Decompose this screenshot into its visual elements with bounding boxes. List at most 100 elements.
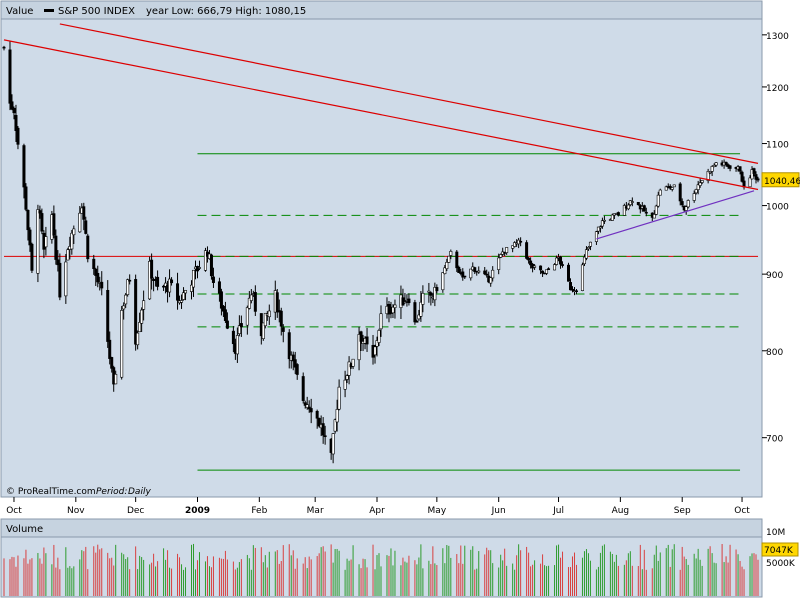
candle-body	[652, 214, 656, 219]
candle-body	[249, 294, 253, 301]
candle-body	[529, 260, 533, 266]
candle-body	[315, 410, 319, 419]
candle-body	[54, 235, 58, 260]
candle-body	[106, 289, 110, 342]
candle-body	[477, 270, 481, 273]
candle-body	[489, 277, 493, 284]
candle-body	[203, 250, 207, 271]
candle-body	[209, 254, 213, 277]
candle-body	[40, 213, 44, 232]
candle-body	[100, 281, 104, 289]
candle-body	[435, 287, 439, 292]
candle-body	[148, 261, 152, 300]
candle-body	[644, 211, 648, 214]
candle-body	[545, 269, 549, 274]
candle-body	[12, 108, 16, 114]
candle-body	[403, 301, 407, 303]
candle-body	[658, 189, 662, 196]
candle-body	[511, 245, 515, 249]
series-swatch-icon	[44, 9, 54, 12]
candle-body	[267, 310, 271, 318]
candle-body	[225, 320, 229, 329]
candle-body	[678, 183, 682, 202]
candle-body	[124, 294, 128, 305]
candle-body	[541, 270, 545, 274]
candle-body	[708, 171, 712, 174]
candle-body	[168, 278, 172, 293]
candle-body	[582, 256, 586, 265]
candle-body	[156, 276, 160, 287]
candle-body	[636, 201, 640, 206]
candle-body	[696, 184, 700, 190]
candle-body	[58, 262, 62, 298]
candle-body	[22, 145, 26, 188]
candle-body	[417, 314, 421, 320]
candle-body	[457, 266, 461, 273]
candle-body	[295, 364, 299, 375]
candle-body	[670, 187, 674, 190]
candle-body	[96, 273, 100, 283]
downtrend-line	[3, 39, 759, 191]
volume-bars	[3, 543, 759, 596]
candle-body	[345, 375, 349, 380]
candle-body	[84, 220, 88, 234]
candle-body	[499, 254, 503, 258]
candle-body	[235, 335, 239, 355]
x-tick-label: Apr	[369, 506, 385, 516]
candle-body	[82, 206, 86, 220]
candle-body	[513, 242, 517, 247]
candle-body	[36, 209, 40, 274]
candle-body	[533, 265, 537, 268]
candle-body	[570, 288, 574, 291]
price-plot-area	[0, 18, 763, 498]
candles	[2, 40, 760, 464]
candle-body	[449, 251, 453, 256]
candle-body	[748, 177, 752, 188]
candle-body	[584, 249, 588, 259]
candle-body	[610, 214, 614, 221]
y-tick-label: 1000	[766, 203, 789, 213]
candle-body	[421, 292, 425, 305]
year-range: year Low: 666,79 High: 1080,15	[146, 6, 306, 17]
y-tick-label: 800	[766, 348, 783, 358]
candle-body	[505, 247, 509, 253]
candle-body	[555, 257, 559, 265]
candle-body	[525, 242, 529, 259]
y-tick-label: 900	[766, 271, 783, 281]
candle-body	[427, 290, 431, 293]
candle-body	[64, 261, 68, 297]
candle-body	[28, 229, 32, 246]
candle-body	[379, 313, 383, 330]
candle-body	[52, 213, 56, 236]
candle-body	[343, 379, 347, 390]
candle-body	[600, 220, 604, 227]
candle-body	[10, 101, 14, 110]
candle-body	[519, 240, 523, 243]
candle-body	[692, 193, 696, 201]
candle-body	[317, 418, 321, 427]
candle-body	[672, 184, 676, 188]
candle-body	[561, 264, 565, 266]
candle-body	[239, 323, 243, 328]
candle-body	[78, 212, 82, 233]
candle-body	[375, 340, 379, 347]
candle-body	[2, 46, 6, 49]
candle-body	[622, 205, 626, 216]
y-tick-label: 1100	[766, 141, 789, 151]
candle-body	[469, 268, 473, 279]
x-tick-label: Oct	[734, 506, 750, 516]
candle-body	[684, 206, 688, 211]
candle-body	[120, 310, 124, 378]
candle-body	[321, 423, 325, 436]
candle-body	[443, 267, 447, 274]
candle-body	[162, 285, 166, 288]
candle-body	[287, 332, 291, 360]
candle-body	[30, 243, 34, 271]
x-tick-label: Jul	[552, 506, 564, 516]
header-bar	[0, 0, 763, 20]
candle-body	[261, 322, 265, 339]
x-tick-label: Mar	[307, 506, 324, 516]
candle-body	[630, 201, 634, 203]
uptrend-line	[596, 190, 755, 240]
